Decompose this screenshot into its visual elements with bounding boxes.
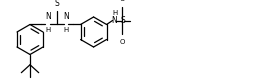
Text: N: N [63, 12, 69, 21]
Text: N: N [112, 16, 117, 25]
Text: S: S [120, 16, 125, 25]
Text: H: H [45, 27, 50, 33]
Text: H: H [63, 27, 69, 33]
Text: O: O [120, 39, 125, 45]
Text: S: S [54, 0, 59, 8]
Text: H: H [112, 10, 117, 16]
Text: O: O [120, 0, 125, 2]
Text: N: N [45, 12, 51, 21]
